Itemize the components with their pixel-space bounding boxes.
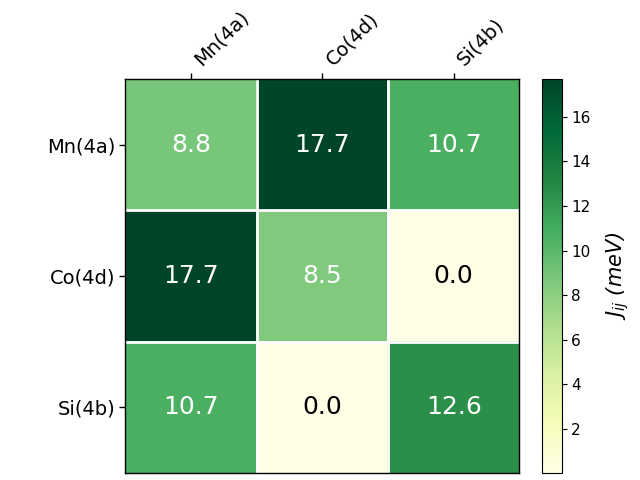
Text: 8.5: 8.5 bbox=[303, 264, 342, 288]
Y-axis label: $J_{ij}$ (meV): $J_{ij}$ (meV) bbox=[605, 232, 631, 320]
Text: 17.7: 17.7 bbox=[163, 264, 219, 288]
Text: 10.7: 10.7 bbox=[426, 133, 481, 157]
Text: 0.0: 0.0 bbox=[434, 264, 474, 288]
Text: 17.7: 17.7 bbox=[294, 133, 350, 157]
Text: 0.0: 0.0 bbox=[303, 396, 342, 420]
Text: 10.7: 10.7 bbox=[163, 396, 219, 420]
Text: 8.8: 8.8 bbox=[171, 133, 211, 157]
Text: 12.6: 12.6 bbox=[426, 396, 482, 420]
